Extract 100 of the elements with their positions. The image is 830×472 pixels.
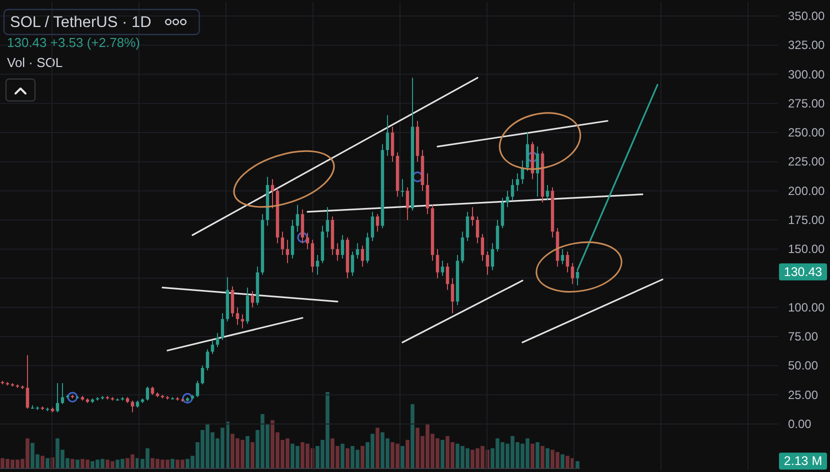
- candlestick: [490, 242, 494, 271]
- bar: [546, 448, 550, 468]
- candlestick: [326, 206, 330, 238]
- candlestick: [336, 242, 340, 262]
- y-tick-label: 100.00: [788, 300, 826, 314]
- y-tick-label: 75.00: [788, 330, 818, 344]
- candlestick: [200, 365, 204, 385]
- chart-title: Vol · SOL: [7, 55, 63, 70]
- y-tick-label: 0.00: [788, 416, 812, 431]
- candlestick: [340, 234, 344, 259]
- candlestick: [566, 250, 570, 273]
- point: [297, 232, 308, 243]
- bar: [246, 436, 250, 468]
- y-tick-label: 300.00: [788, 67, 826, 82]
- bar: [346, 448, 350, 468]
- bar: [376, 428, 380, 468]
- bar: [250, 442, 254, 468]
- bar: [536, 442, 540, 468]
- candlestick: [506, 190, 510, 208]
- candlestick: [486, 250, 490, 276]
- bar: [540, 446, 544, 468]
- y-tick-label: 25.00: [788, 388, 818, 402]
- candlestick: [480, 233, 484, 262]
- text: 2.13 M: [784, 454, 822, 468]
- bar: [70, 458, 74, 468]
- candlestick: [236, 306, 240, 326]
- candlestick: [390, 126, 394, 162]
- candlestick: [560, 248, 564, 265]
- candlestick: [216, 332, 220, 348]
- bar: [410, 404, 414, 468]
- y-tick-label: 150.00: [788, 242, 826, 256]
- candlestick: [570, 262, 574, 285]
- candlestick: [240, 314, 244, 329]
- candlestick: [470, 206, 474, 226]
- candlestick: [460, 231, 464, 264]
- candlestick: [386, 114, 390, 156]
- bar: [40, 456, 44, 468]
- candlestick: [360, 245, 364, 268]
- candlestick: [366, 232, 370, 264]
- candlestick: [466, 211, 470, 242]
- candlestick: [450, 278, 454, 314]
- candlestick: [440, 260, 444, 276]
- candlestick: [26, 354, 30, 410]
- candlestick: [510, 178, 514, 201]
- candlestick: [286, 239, 290, 264]
- bar: [576, 461, 580, 468]
- bar: [566, 456, 570, 468]
- candlestick: [500, 197, 504, 229]
- candlestick: [296, 204, 300, 232]
- bar: [530, 444, 534, 468]
- candlestick: [436, 248, 440, 279]
- y-tick-label: 350.00: [788, 8, 826, 23]
- point: [182, 393, 193, 404]
- candlestick: [130, 400, 134, 413]
- text: 130.43: [784, 264, 822, 279]
- y-tick-label: 200.00: [788, 184, 826, 198]
- candlestick: [210, 340, 214, 355]
- candlestick: [230, 286, 234, 318]
- candlestick: [476, 216, 480, 244]
- y-tick-label: 225.00: [788, 154, 826, 169]
- candlestick: [196, 380, 200, 398]
- y-tick-label: 175.00: [788, 212, 826, 227]
- y-tick-label: 50.00: [788, 358, 818, 373]
- candlestick: [300, 208, 304, 244]
- bar: [560, 454, 564, 468]
- y-tick-label: 275.00: [788, 96, 826, 110]
- candlestick: [496, 219, 500, 252]
- candlestick: [220, 312, 224, 341]
- candlestick: [280, 231, 284, 256]
- candlestick: [206, 348, 210, 371]
- bar: [76, 460, 80, 468]
- bar: [440, 440, 444, 468]
- text: 130.43 +3.53 (+2.78%): [7, 35, 140, 50]
- y-tick-label: 325.00: [788, 38, 826, 52]
- candlestick: [526, 132, 530, 172]
- candlestick: [356, 242, 360, 259]
- candlestick: [516, 172, 520, 192]
- candlestick: [350, 250, 354, 276]
- candlestick: [310, 239, 314, 273]
- y-tick-label: 250.00: [788, 126, 826, 140]
- text: SOL / TetherUS · 1D: [10, 14, 152, 31]
- candlestick: [250, 290, 254, 308]
- candlestick: [146, 386, 150, 402]
- bar: [406, 440, 410, 468]
- candlestick: [446, 262, 450, 290]
- point: [67, 392, 78, 402]
- candlestick: [270, 178, 274, 209]
- candlestick: [306, 232, 310, 250]
- candlestick: [400, 178, 404, 198]
- candlestick: [60, 382, 64, 405]
- bar: [400, 446, 404, 468]
- bar: [360, 446, 364, 468]
- bar: [170, 458, 174, 468]
- bar: [46, 458, 50, 468]
- candlestick: [406, 186, 410, 220]
- candlestick: [426, 172, 430, 215]
- candlestick: [370, 211, 374, 242]
- candlestick: [56, 382, 60, 413]
- bar: [340, 444, 344, 468]
- candlestick: [376, 214, 380, 232]
